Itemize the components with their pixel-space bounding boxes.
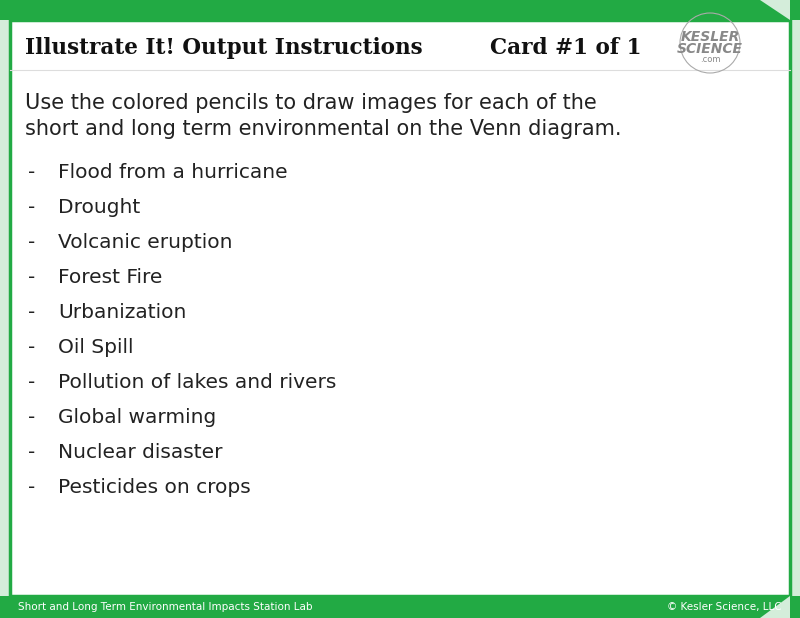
Text: Pesticides on crops: Pesticides on crops <box>58 478 250 497</box>
Text: Volcanic eruption: Volcanic eruption <box>58 233 233 252</box>
Text: © Kesler Science, LLC: © Kesler Science, LLC <box>667 602 782 612</box>
Text: Nuclear disaster: Nuclear disaster <box>58 443 222 462</box>
Polygon shape <box>760 0 790 20</box>
Text: -: - <box>28 443 35 462</box>
Text: -: - <box>28 338 35 357</box>
Text: -: - <box>28 303 35 322</box>
Bar <box>0 0 800 20</box>
Text: Short and Long Term Environmental Impacts Station Lab: Short and Long Term Environmental Impact… <box>18 602 313 612</box>
Text: Pollution of lakes and rivers: Pollution of lakes and rivers <box>58 373 336 392</box>
Polygon shape <box>760 596 790 618</box>
Text: SCIENCE: SCIENCE <box>677 42 743 56</box>
Text: Card #1 of 1: Card #1 of 1 <box>490 37 642 59</box>
Text: -: - <box>28 198 35 217</box>
Text: Drought: Drought <box>58 198 140 217</box>
Text: .com: .com <box>700 54 720 64</box>
Text: -: - <box>28 373 35 392</box>
Text: -: - <box>28 233 35 252</box>
Text: short and long term environmental on the Venn diagram.: short and long term environmental on the… <box>25 119 622 139</box>
Text: -: - <box>28 408 35 427</box>
Text: Forest Fire: Forest Fire <box>58 268 162 287</box>
Text: Urbanization: Urbanization <box>58 303 186 322</box>
Text: Use the colored pencils to draw images for each of the: Use the colored pencils to draw images f… <box>25 93 597 113</box>
Text: Flood from a hurricane: Flood from a hurricane <box>58 163 288 182</box>
Text: Illustrate It! Output Instructions: Illustrate It! Output Instructions <box>25 37 422 59</box>
Text: KESLER: KESLER <box>680 30 740 44</box>
Text: -: - <box>28 478 35 497</box>
Text: Oil Spill: Oil Spill <box>58 338 134 357</box>
Bar <box>0 596 800 618</box>
Text: -: - <box>28 163 35 182</box>
Text: Global warming: Global warming <box>58 408 216 427</box>
Text: -: - <box>28 268 35 287</box>
